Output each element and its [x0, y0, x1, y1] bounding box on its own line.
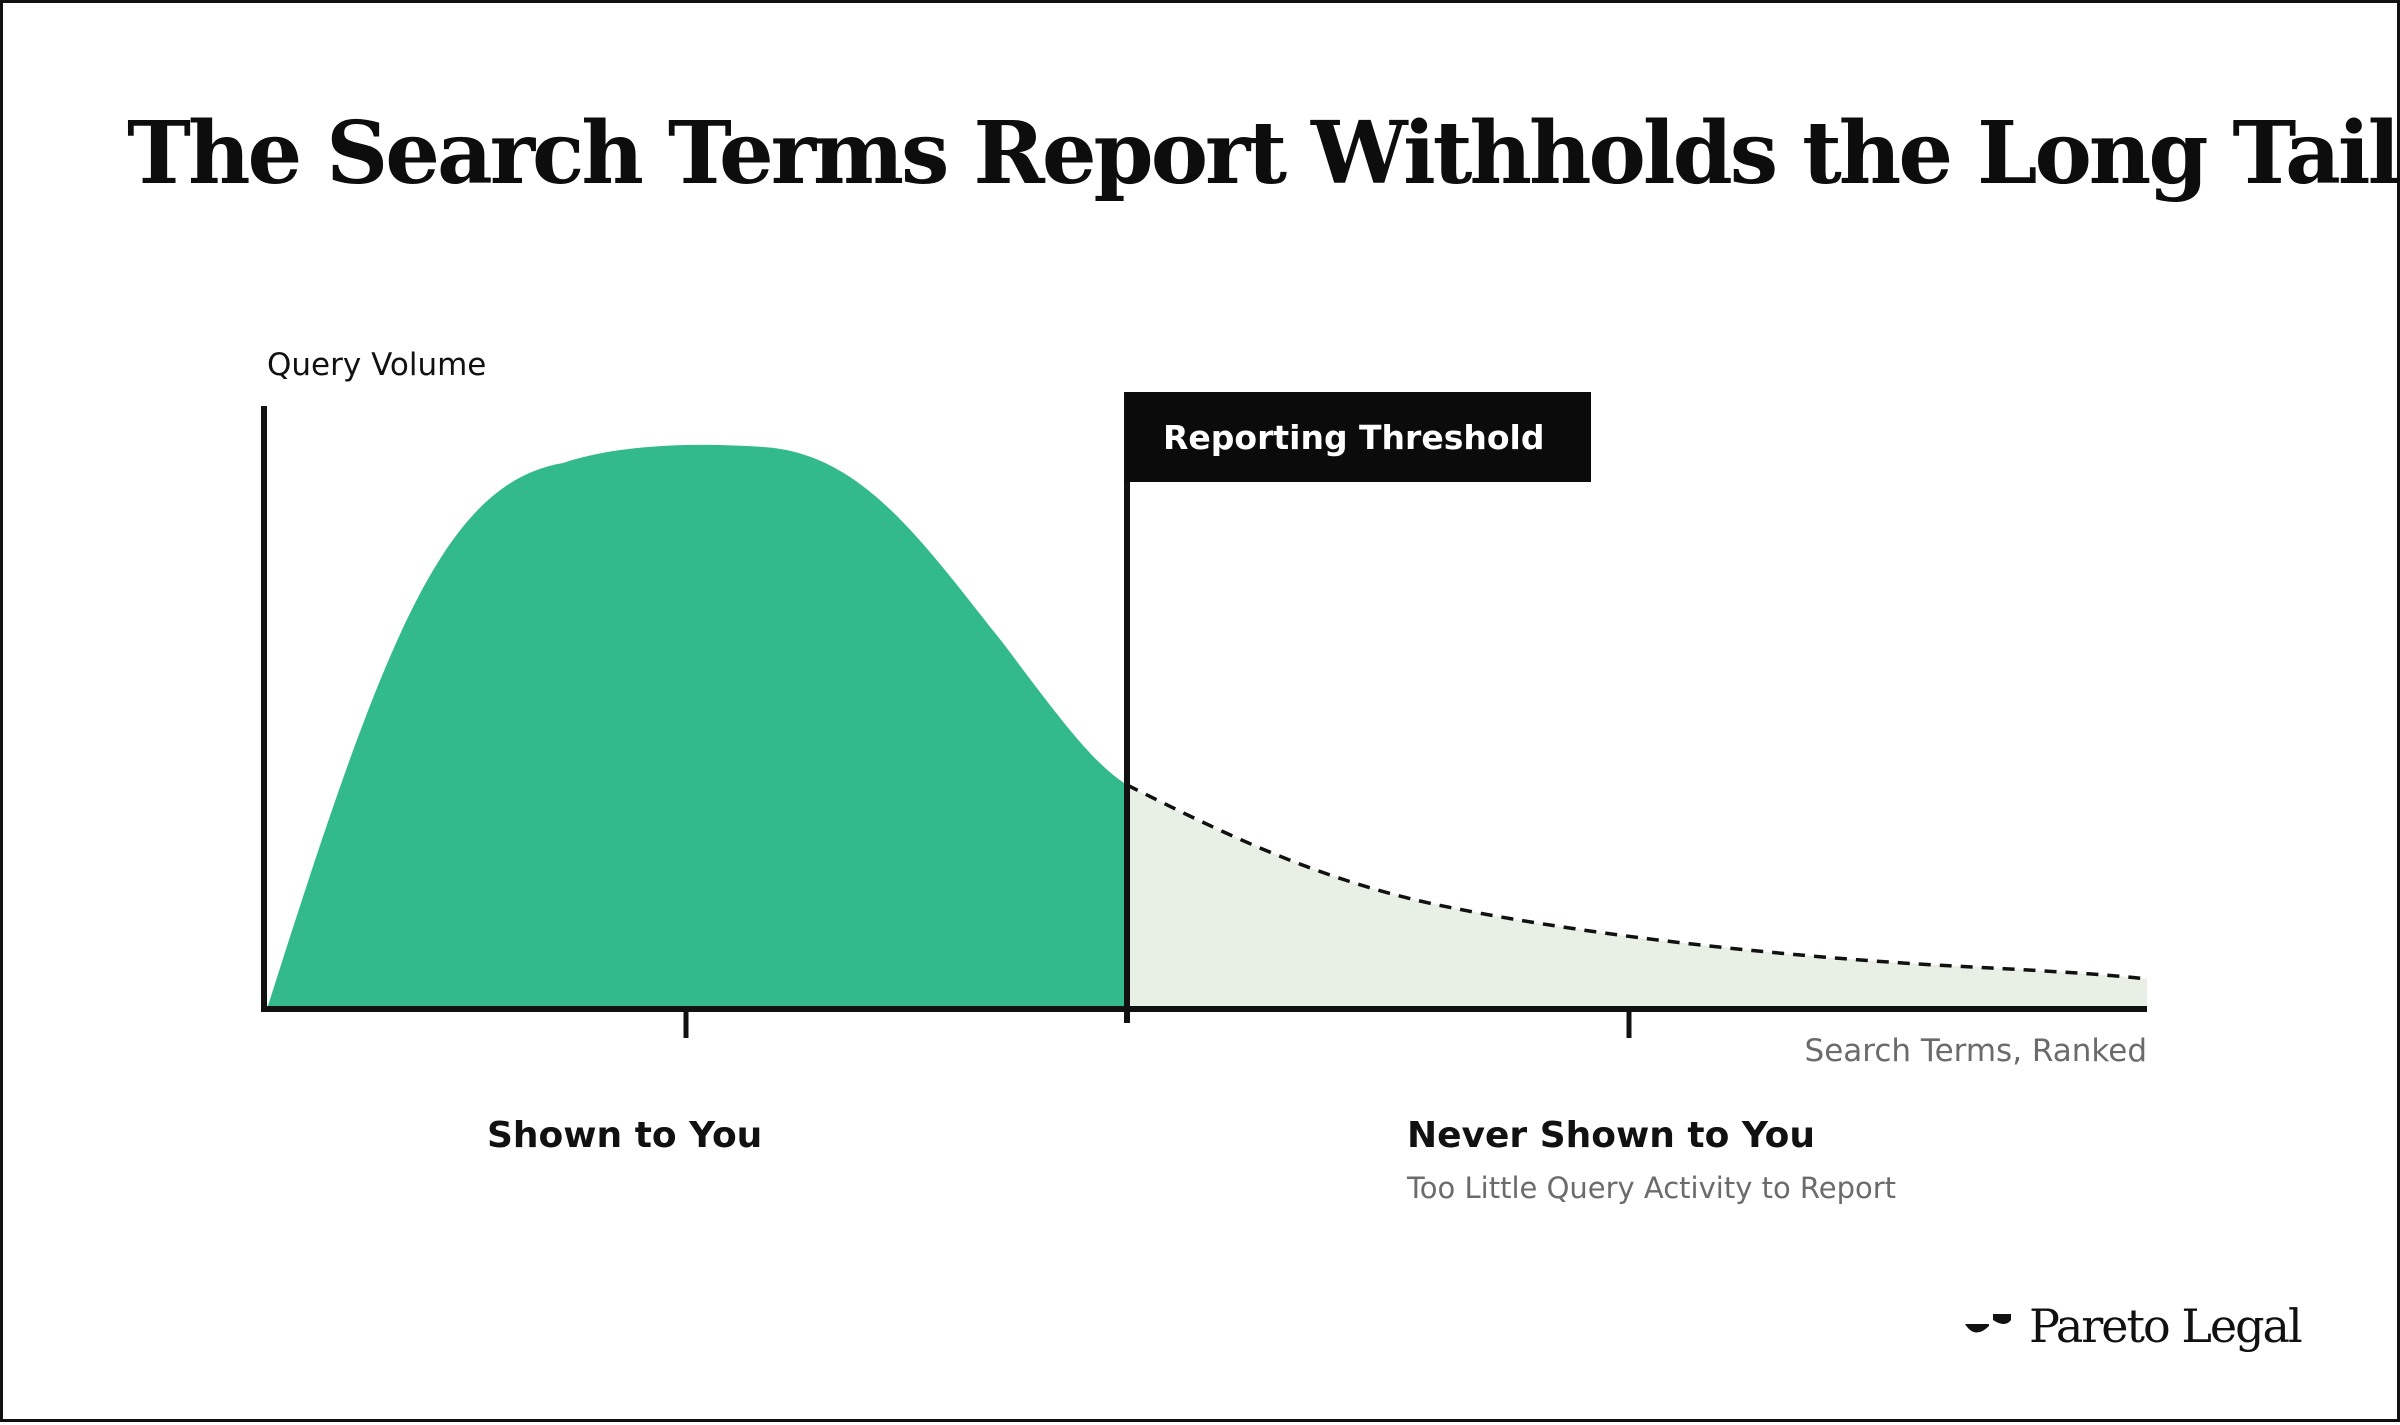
x-axis-label: Search Terms, Ranked [1804, 1033, 2147, 1069]
shown-region-area [267, 444, 1127, 1010]
never-shown-region-sublabel: Too Little Query Activity to Report [1407, 1171, 1897, 1205]
pareto-legal-logo-icon [1965, 1314, 2011, 1333]
y-axis-label: Query Volume [267, 347, 487, 383]
brand-name: Pareto Legal [2029, 1299, 2303, 1353]
threshold-flag: Reporting Threshold [1125, 392, 1591, 482]
never-shown-region-label: Never Shown to You [1407, 1115, 1816, 1156]
page-title: The Search Terms Report Withholds the Lo… [127, 103, 2400, 204]
brand-footer: Pareto Legal [1963, 1299, 2303, 1353]
shown-region-label: Shown to You [487, 1115, 763, 1156]
distribution-chart [261, 392, 2148, 1038]
threshold-label: Reporting Threshold [1163, 417, 1545, 457]
hidden-region-area [1127, 785, 2147, 1009]
